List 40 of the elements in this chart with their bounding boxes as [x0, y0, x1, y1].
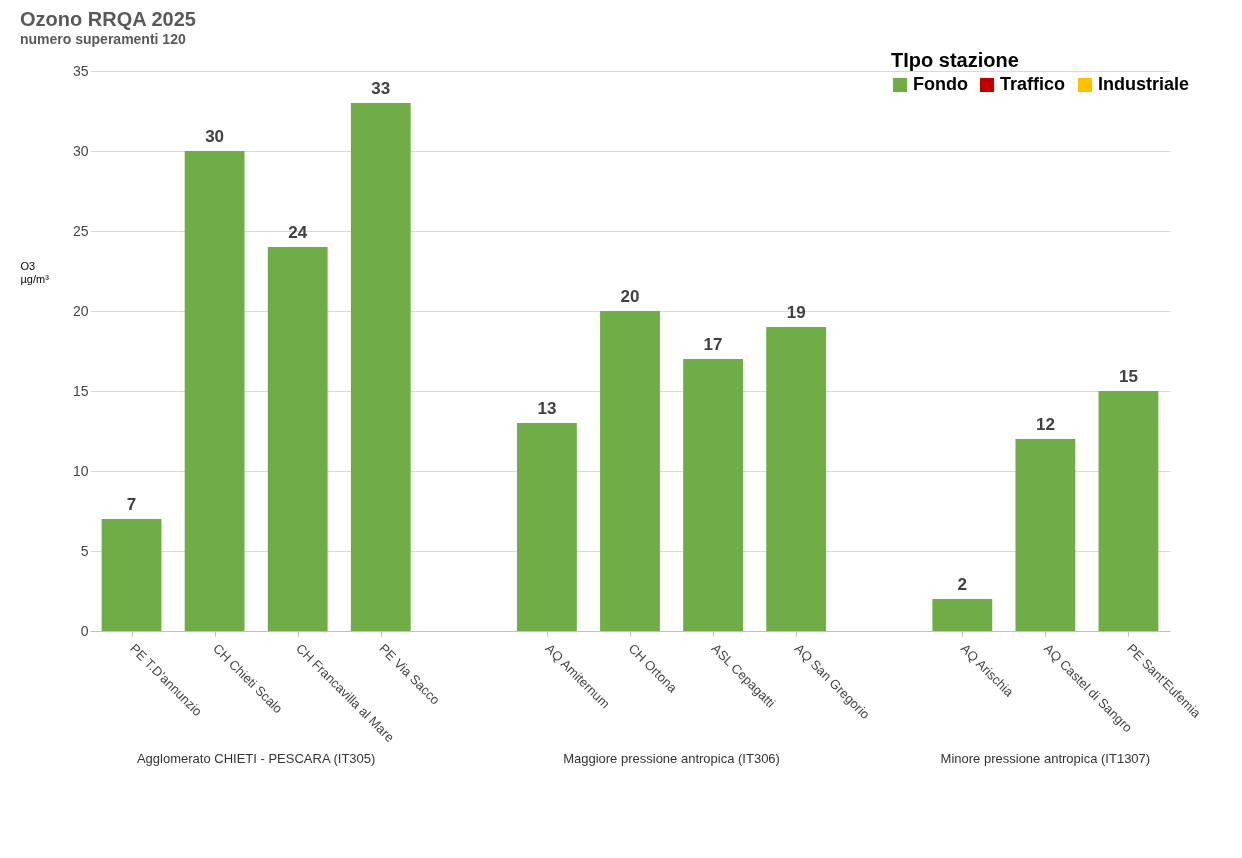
data-label: 19 [786, 303, 806, 322]
text: Agglomerato CHIETI - PESCARA (IT305) [136, 751, 376, 766]
bar [101, 519, 162, 631]
bar [1015, 439, 1076, 631]
bar [350, 103, 411, 631]
data-label: 24 [288, 223, 308, 242]
bar [517, 423, 577, 631]
data-label: 15 [1119, 367, 1138, 386]
data-label: 20 [620, 287, 640, 306]
bar [1098, 391, 1159, 631]
text: Minore pressione antropica (IT1307) [940, 751, 1151, 766]
bar [683, 359, 743, 631]
y-tick-label: 30 [72, 142, 89, 159]
chart-subtitle: numero superamenti 120 [20, 31, 186, 47]
legend-label: Industriale [1098, 74, 1190, 94]
bar [600, 311, 660, 631]
y-tick-label: 5 [80, 542, 89, 559]
text: Maggiore pressione antropica (IT306) [563, 751, 780, 766]
data-label: 30 [205, 127, 225, 146]
legend-title: TIpo stazione [891, 49, 1019, 71]
bar [766, 327, 827, 631]
y-tick-label: 15 [72, 382, 89, 399]
data-label: 17 [703, 335, 723, 354]
data-label: 7 [126, 495, 137, 514]
data-label: 2 [957, 575, 968, 594]
data-label: 12 [1035, 415, 1055, 434]
legend-label: Fondo [913, 74, 968, 94]
y-tick-label: 20 [72, 302, 89, 319]
bar [267, 247, 328, 631]
y-tick-label: 10 [72, 462, 89, 479]
chart-title: Ozono RRQA 2025 [20, 8, 196, 30]
bar [932, 599, 993, 631]
y-tick-label: 25 [72, 222, 89, 239]
y-tick-label: 0 [80, 622, 89, 639]
y-axis-title: O3 µg/m³ [20, 259, 50, 285]
y-tick-label: 35 [72, 62, 89, 79]
data-label: 13 [537, 399, 557, 418]
data-label: 33 [371, 79, 391, 98]
legend-label: Traffico [1000, 74, 1066, 94]
bar [184, 151, 245, 631]
